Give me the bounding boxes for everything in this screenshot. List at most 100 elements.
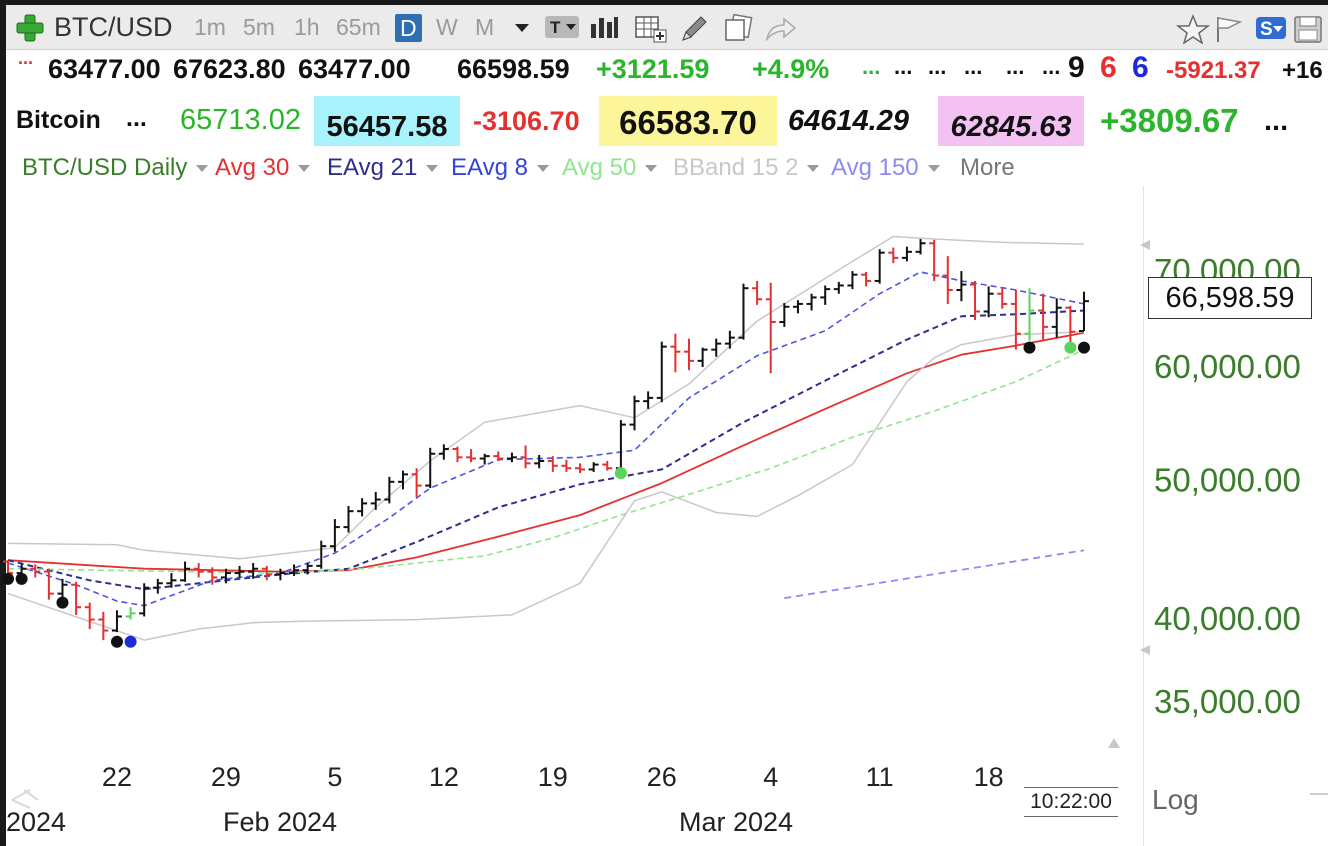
signal-dot-blue: [124, 635, 137, 648]
ohlc-bar: [248, 563, 259, 579]
log-scale-toggle[interactable]: Log: [1152, 784, 1199, 815]
ohlc-bar: [289, 564, 300, 576]
scroll-down-icon[interactable]: [1140, 645, 1150, 655]
ohlc-bar: [752, 280, 763, 305]
ohlc-bar: [820, 285, 831, 305]
indicator-dots-1: ...: [862, 54, 881, 79]
star-icon[interactable]: [1176, 14, 1210, 44]
positive-value-truncated: +16: [1282, 57, 1323, 84]
share-icon[interactable]: [764, 14, 798, 42]
legend-avg150[interactable]: Avg 150: [831, 154, 940, 182]
timeframe-1m[interactable]: 1m: [194, 14, 226, 40]
text-tool-icon[interactable]: T: [544, 14, 580, 40]
month-label: Feb 2024: [223, 807, 337, 837]
expand-icon[interactable]: [1108, 738, 1120, 748]
more-indicator[interactable]: ...: [18, 48, 34, 68]
table-icon[interactable]: [634, 14, 668, 44]
plus-icon[interactable]: [16, 14, 44, 42]
italic-value: 64614.29: [788, 105, 909, 137]
window-top-border: [0, 0, 1328, 5]
axis-decorations: [11, 240, 1328, 809]
high-value: 67623.80: [173, 54, 286, 84]
legend-avg30-label: Avg 30: [215, 154, 290, 181]
copy-icon[interactable]: [722, 14, 754, 42]
time-label: 10:22:00: [1024, 787, 1118, 817]
timeframe-w[interactable]: W: [436, 14, 458, 40]
legend-avg30[interactable]: Avg 30: [215, 154, 311, 182]
signal-dots: [2, 341, 1090, 648]
ohlc-bar: [615, 420, 626, 472]
ohlc-bar: [425, 447, 436, 489]
ohlc-bar: [493, 451, 504, 461]
ohlc-bar: [275, 568, 286, 581]
price-axis[interactable]: 35,000.0040,000.0050,000.0060,000.0070,0…: [1154, 252, 1301, 720]
chevron-down-icon: [196, 165, 209, 173]
ohlc-bar: [302, 563, 313, 575]
name-dots[interactable]: ...: [126, 104, 147, 132]
indicator-dots-4: ...: [964, 54, 983, 79]
legend-eavg21[interactable]: EAvg 21: [327, 154, 439, 182]
time-axis[interactable]: 22 29 5 12 19 26 4 11 18 2024 Feb 2024 Mar 2024: [6, 762, 1004, 837]
back-arrow-icon[interactable]: [11, 789, 39, 809]
ohlc-bar: [98, 611, 109, 641]
signal-dot-black: [56, 596, 69, 609]
month-label: 2024: [6, 807, 66, 837]
signal-dot-black: [1023, 341, 1036, 354]
bar-style-icon[interactable]: [589, 14, 619, 40]
ohlc-bar: [139, 583, 150, 617]
ohlc-bar: [452, 446, 463, 463]
ohlc-bar: [207, 567, 218, 585]
low-value: 63477.00: [298, 54, 411, 84]
ohlc-bar: [806, 293, 817, 311]
signal-dot-black: [110, 635, 123, 648]
x-tick-label: 4: [763, 762, 778, 792]
legend-avg50[interactable]: Avg 50: [562, 154, 658, 182]
x-tick-label: 19: [538, 762, 568, 792]
close-value: 66598.59: [457, 54, 570, 84]
ohlc-bar: [915, 239, 926, 255]
pencil-icon[interactable]: [679, 14, 709, 42]
scroll-up-icon[interactable]: [1140, 240, 1150, 250]
chevron-down-icon: [536, 165, 549, 173]
ohlc-bars: [3, 239, 1089, 641]
ohlc-bar: [779, 303, 790, 327]
line-bband-15-2-upper: [7, 235, 1085, 560]
line-avg-30: [7, 331, 1085, 573]
end-dots[interactable]: ...: [1264, 105, 1289, 137]
legend-bband[interactable]: BBand 15 2: [673, 154, 820, 182]
timeframe-m[interactable]: M: [475, 14, 495, 40]
window-left-border: [0, 0, 6, 846]
save-icon[interactable]: [1292, 14, 1324, 44]
ohlc-bar: [792, 300, 803, 314]
ohlc-bar: [234, 565, 245, 578]
ohlc-bar: [901, 246, 912, 262]
signal-dot-green: [1064, 341, 1077, 354]
y-tick-label: 50,000.00: [1154, 461, 1301, 498]
ohlc-bar: [983, 286, 994, 318]
ohlc-bar: [997, 288, 1008, 309]
chevron-down-icon: [927, 165, 940, 173]
timeframe-1h[interactable]: 1h: [294, 14, 320, 40]
ohlc-bar: [929, 239, 940, 281]
timeframe-daily-selected[interactable]: D: [395, 14, 422, 42]
ohlc-bar: [711, 338, 722, 357]
green-change-value: +3809.67: [1100, 102, 1239, 139]
s-badge-icon[interactable]: S: [1254, 14, 1288, 42]
legend-main[interactable]: BTC/USD Daily: [22, 154, 209, 182]
flag-icon[interactable]: [1214, 14, 1246, 44]
last-price-label: 66,598.59: [1148, 277, 1312, 319]
ohlc-bar: [411, 468, 422, 497]
x-tick-label: 12: [429, 762, 459, 792]
legend-more[interactable]: More: [960, 154, 1015, 181]
dropdown-icon[interactable]: [512, 14, 532, 40]
legend-eavg8[interactable]: EAvg 8: [451, 154, 549, 182]
symbol-label[interactable]: BTC/USD: [54, 12, 173, 42]
ohlc-bar: [316, 540, 327, 569]
signal-dot-black: [1077, 341, 1090, 354]
instrument-name: Bitcoin: [16, 106, 101, 134]
timeframe-65m[interactable]: 65m: [336, 14, 381, 40]
change-percent: +4.9%: [752, 54, 830, 84]
indicator-dots-5: ...: [1006, 54, 1025, 79]
timeframe-5m[interactable]: 5m: [243, 14, 275, 40]
